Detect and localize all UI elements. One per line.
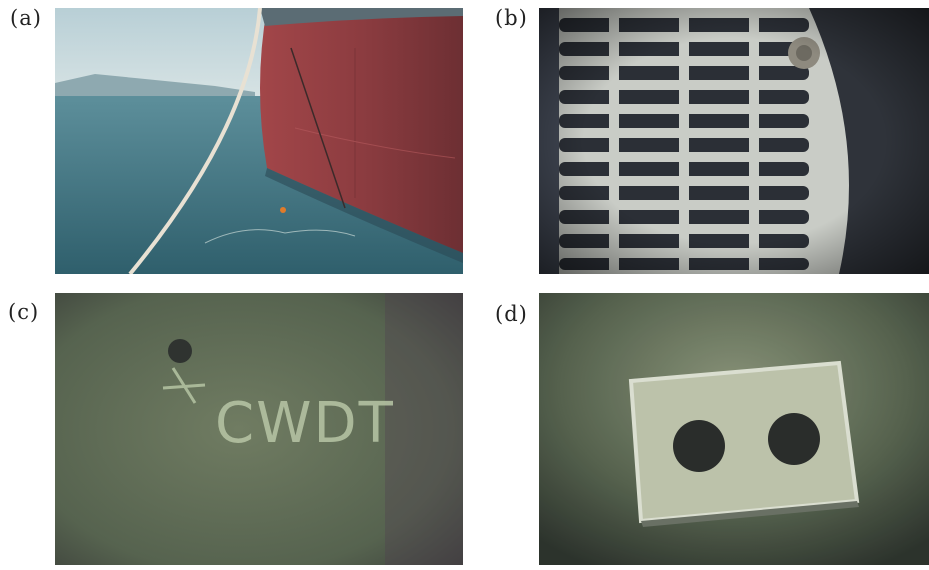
panel-c-label: (c) <box>8 300 40 324</box>
hull-marking-text: CWDT <box>215 391 395 456</box>
hull-marking-photo: CWDT <box>55 293 463 565</box>
grating-photo <box>539 8 929 274</box>
ship-hull-photo <box>55 8 463 274</box>
panel-b-label: (b) <box>495 6 528 30</box>
panel-d-label: (d) <box>495 302 528 326</box>
anode-photo <box>539 293 929 565</box>
panel-a-label: (a) <box>10 6 42 30</box>
